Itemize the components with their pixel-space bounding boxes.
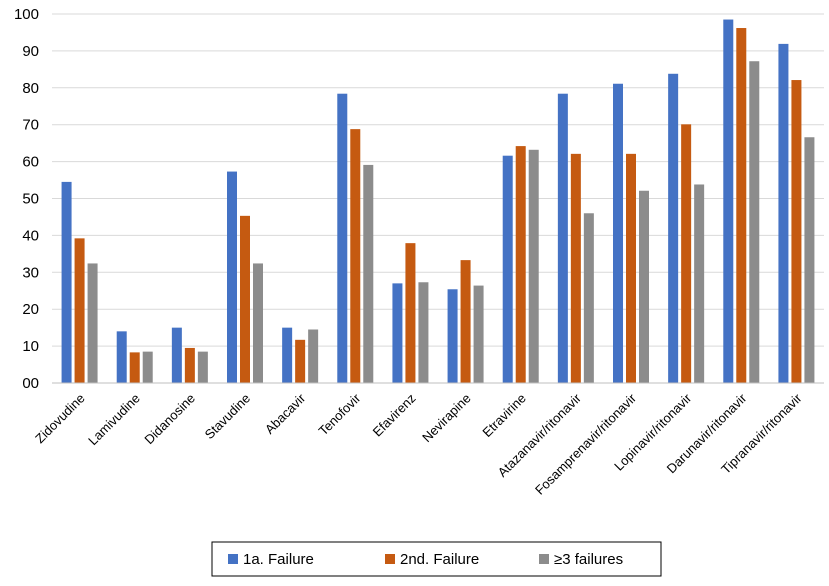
x-tick-label: Didanosine	[141, 391, 198, 448]
bar	[171, 327, 182, 383]
bar	[626, 153, 636, 383]
bar	[791, 80, 802, 384]
bar	[350, 129, 361, 383]
bar	[639, 190, 649, 383]
bar	[253, 263, 263, 383]
bar	[613, 83, 623, 383]
bar	[418, 282, 429, 383]
bar	[736, 28, 747, 383]
bar	[515, 146, 526, 383]
bar	[116, 331, 127, 383]
x-tick-label: Zidovudine	[32, 391, 88, 447]
bar	[460, 260, 471, 383]
bar	[74, 238, 85, 383]
bar	[184, 347, 195, 383]
bar	[447, 289, 458, 383]
bar	[405, 243, 416, 383]
legend-label: ≥3 failures	[554, 551, 623, 568]
bar	[473, 285, 484, 383]
bar	[240, 215, 250, 383]
bar	[583, 213, 594, 383]
y-tick-label: 60	[22, 154, 39, 171]
x-tick-label: Abacavir	[262, 390, 309, 437]
legend-label: 2nd. Failure	[400, 551, 479, 568]
y-tick-label: 90	[22, 43, 39, 60]
bar	[668, 73, 679, 383]
y-tick-label: 30	[22, 264, 39, 281]
bar	[129, 352, 140, 383]
bar	[142, 351, 153, 383]
bar	[227, 171, 237, 383]
bar	[308, 329, 319, 383]
x-tick-label: Fosamprenavir/ritonavir	[532, 390, 640, 498]
y-tick-label: 40	[22, 227, 39, 244]
bar	[282, 327, 293, 383]
bar	[502, 155, 513, 383]
bar	[694, 184, 705, 383]
y-tick-label: 00	[22, 375, 39, 392]
x-tick-label: Efavirenz	[370, 391, 419, 440]
x-tick-label: Stavudine	[202, 391, 253, 442]
bar	[392, 283, 403, 383]
x-tick-label: Lamivudine	[85, 391, 143, 449]
bar	[681, 124, 692, 384]
x-tick-label: Nevirapine	[419, 391, 474, 446]
bar	[363, 164, 374, 383]
bar	[557, 93, 568, 383]
bars	[61, 19, 815, 384]
bar	[197, 351, 208, 383]
bar	[295, 339, 306, 383]
y-tick-label: 10	[22, 338, 39, 355]
legend-swatch	[385, 554, 395, 564]
bar	[804, 137, 815, 383]
bar	[87, 263, 98, 383]
bar	[61, 181, 72, 383]
bar	[570, 153, 581, 383]
bar	[778, 43, 789, 383]
legend-box	[211, 541, 662, 577]
legend-label: 1a. Failure	[243, 551, 314, 568]
bar	[723, 19, 734, 383]
y-tick-label: 80	[22, 80, 39, 97]
y-tick-label: 50	[22, 191, 39, 208]
bar	[749, 61, 760, 384]
bar	[528, 149, 539, 383]
legend: 1a. Failure 2nd. Failure ≥3 failures	[211, 541, 662, 577]
y-tick-label: 20	[22, 301, 39, 318]
legend-swatch	[539, 554, 549, 564]
y-tick-label: 100	[14, 6, 39, 23]
x-tick-label: Etravirine	[479, 391, 528, 440]
x-tick-label: Tenofovir	[316, 390, 364, 438]
gridlines	[52, 13, 824, 347]
y-tick-label: 70	[22, 117, 39, 134]
legend-swatch	[228, 554, 238, 564]
bar	[337, 93, 348, 383]
